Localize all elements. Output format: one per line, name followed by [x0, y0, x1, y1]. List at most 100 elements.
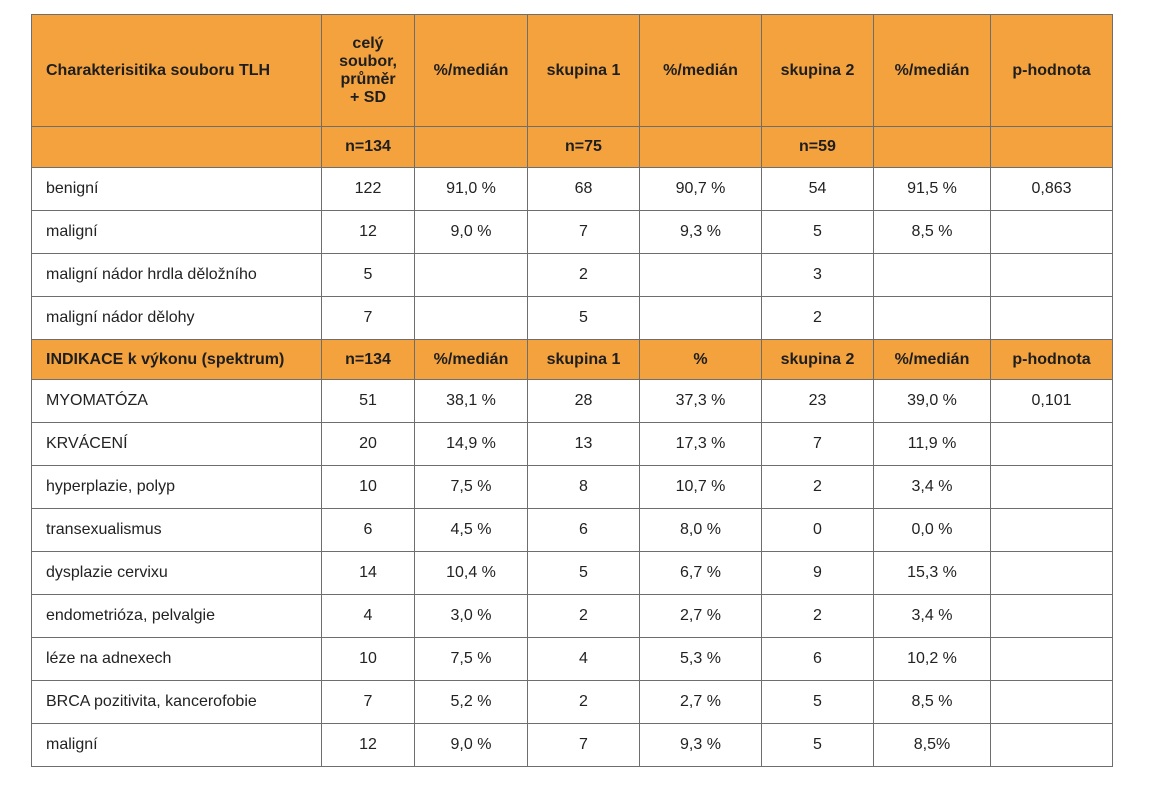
table-cell: 6 [321, 508, 415, 552]
table-cell: 7,5 % [414, 637, 528, 681]
table-cell: 4 [527, 637, 640, 681]
table-row: maligní nádor hrdla děložního 5 2 3 [31, 253, 1113, 297]
table-cell: skupina 2 [761, 339, 874, 380]
table-cell: 90,7 % [639, 167, 762, 211]
table-cell: Charakterisitika souboru TLH [31, 14, 322, 127]
table-cell [990, 465, 1113, 509]
table-cell [990, 126, 1113, 168]
table-row: KRVÁCENÍ 20 14,9 % 13 17,3 % 7 11,9 % [31, 422, 1113, 466]
table-cell: 5 [761, 680, 874, 724]
table-cell: maligní [31, 723, 322, 767]
table-cell: n=134 [321, 126, 415, 168]
table-cell: 5 [527, 551, 640, 595]
table-cell: p-hodnota [990, 339, 1113, 380]
table-row: dysplazie cervixu 14 10,4 % 5 6,7 % 9 15,3 % [31, 551, 1113, 595]
table-cell: 2 [527, 680, 640, 724]
table-cell: 15,3 % [873, 551, 991, 595]
table-cell: 8,5 % [873, 680, 991, 724]
table-cell [639, 126, 762, 168]
table-cell: %/medián [414, 14, 528, 127]
table-cell: 4 [321, 594, 415, 638]
table-cell: 8,5 % [873, 210, 991, 254]
table-cell: 9,3 % [639, 210, 762, 254]
table-cell: 39,0 % [873, 379, 991, 423]
header-row: Charakterisitika souboru TLH celý soubor, p… [31, 14, 1113, 127]
table-cell: 10,4 % [414, 551, 528, 595]
table-row: maligní 12 9,0 % 7 9,3 % 5 8,5 % [31, 210, 1113, 254]
table-cell [414, 126, 528, 168]
table-cell: 0,863 [990, 167, 1113, 211]
table-cell [639, 253, 762, 297]
table-cell: 2 [761, 296, 874, 340]
table-cell: 4,5 % [414, 508, 528, 552]
table-cell: léze na adnexech [31, 637, 322, 681]
table-cell: 23 [761, 379, 874, 423]
table-cell: 7 [321, 296, 415, 340]
table-cell: benigní [31, 167, 322, 211]
table-cell: skupina 1 [527, 14, 640, 127]
table-cell: 91,5 % [873, 167, 991, 211]
table-cell: 17,3 % [639, 422, 762, 466]
table-cell: 5 [527, 296, 640, 340]
table-row: BRCA pozitivita, kancerofobie 7 5,2 % 2 2,7 … [31, 680, 1113, 724]
table-cell: %/medián [873, 14, 991, 127]
table-cell: skupina 2 [761, 14, 874, 127]
table-cell: 2 [527, 253, 640, 297]
table-cell: skupina 1 [527, 339, 640, 380]
table-cell: 2,7 % [639, 680, 762, 724]
table-cell: endometrióza, pelvalgie [31, 594, 322, 638]
table-cell: n=75 [527, 126, 640, 168]
table-cell: 9 [761, 551, 874, 595]
table-row: endometrióza, pelvalgie 4 3,0 % 2 2,7 % 2 3,4 … [31, 594, 1113, 638]
table-row: transexualismus 6 4,5 % 6 8,0 % 0 0,0 % [31, 508, 1113, 552]
table-cell: 12 [321, 723, 415, 767]
table-cell: 9,3 % [639, 723, 762, 767]
table-cell [990, 296, 1113, 340]
table-cell: 3,4 % [873, 465, 991, 509]
count-row: n=134 n=75 n=59 [31, 126, 1113, 168]
table-cell: 13 [527, 422, 640, 466]
table-cell: 5 [321, 253, 415, 297]
table-cell: 6,7 % [639, 551, 762, 595]
table-cell [414, 296, 528, 340]
section-header-row: INDIKACE k výkonu (spektrum) n=134 %/mediá… [31, 339, 1113, 380]
table-cell: maligní nádor hrdla děložního [31, 253, 322, 297]
table-row: léze na adnexech 10 7,5 % 4 5,3 % 6 10,2 % [31, 637, 1113, 681]
table-cell: 0,0 % [873, 508, 991, 552]
table-cell [990, 680, 1113, 724]
table-cell: 54 [761, 167, 874, 211]
table-cell: 11,9 % [873, 422, 991, 466]
table-cell: n=59 [761, 126, 874, 168]
table-cell: maligní [31, 210, 322, 254]
table-cell: 5,3 % [639, 637, 762, 681]
table-cell [990, 551, 1113, 595]
table-cell [990, 253, 1113, 297]
table-row: maligní 12 9,0 % 7 9,3 % 5 8,5% [31, 723, 1113, 767]
table-cell [414, 253, 528, 297]
table-cell: hyperplazie, polyp [31, 465, 322, 509]
table-cell: maligní nádor dělohy [31, 296, 322, 340]
table-cell: 7 [527, 723, 640, 767]
table-cell: p-hodnota [990, 14, 1113, 127]
table-cell: celý soubor, průměr + SD [321, 14, 415, 127]
table-cell: 5 [761, 210, 874, 254]
table-row: benigní 122 91,0 % 68 90,7 % 54 91,5 % 0,863 [31, 167, 1113, 211]
table-cell: 0,101 [990, 379, 1113, 423]
table-cell: dysplazie cervixu [31, 551, 322, 595]
table-cell: 7 [321, 680, 415, 724]
table-cell: 3 [761, 253, 874, 297]
table-cell: 14 [321, 551, 415, 595]
table-cell: 3,4 % [873, 594, 991, 638]
table-cell: 2 [527, 594, 640, 638]
table-cell [639, 296, 762, 340]
table-cell: 5,2 % [414, 680, 528, 724]
table-cell: 8 [527, 465, 640, 509]
table-cell: 14,9 % [414, 422, 528, 466]
table-cell: 7 [527, 210, 640, 254]
table-cell: 28 [527, 379, 640, 423]
table-row: maligní nádor dělohy 7 5 2 [31, 296, 1113, 340]
table-cell: 10,2 % [873, 637, 991, 681]
table-cell: 6 [527, 508, 640, 552]
table-cell [990, 210, 1113, 254]
table-cell [873, 126, 991, 168]
